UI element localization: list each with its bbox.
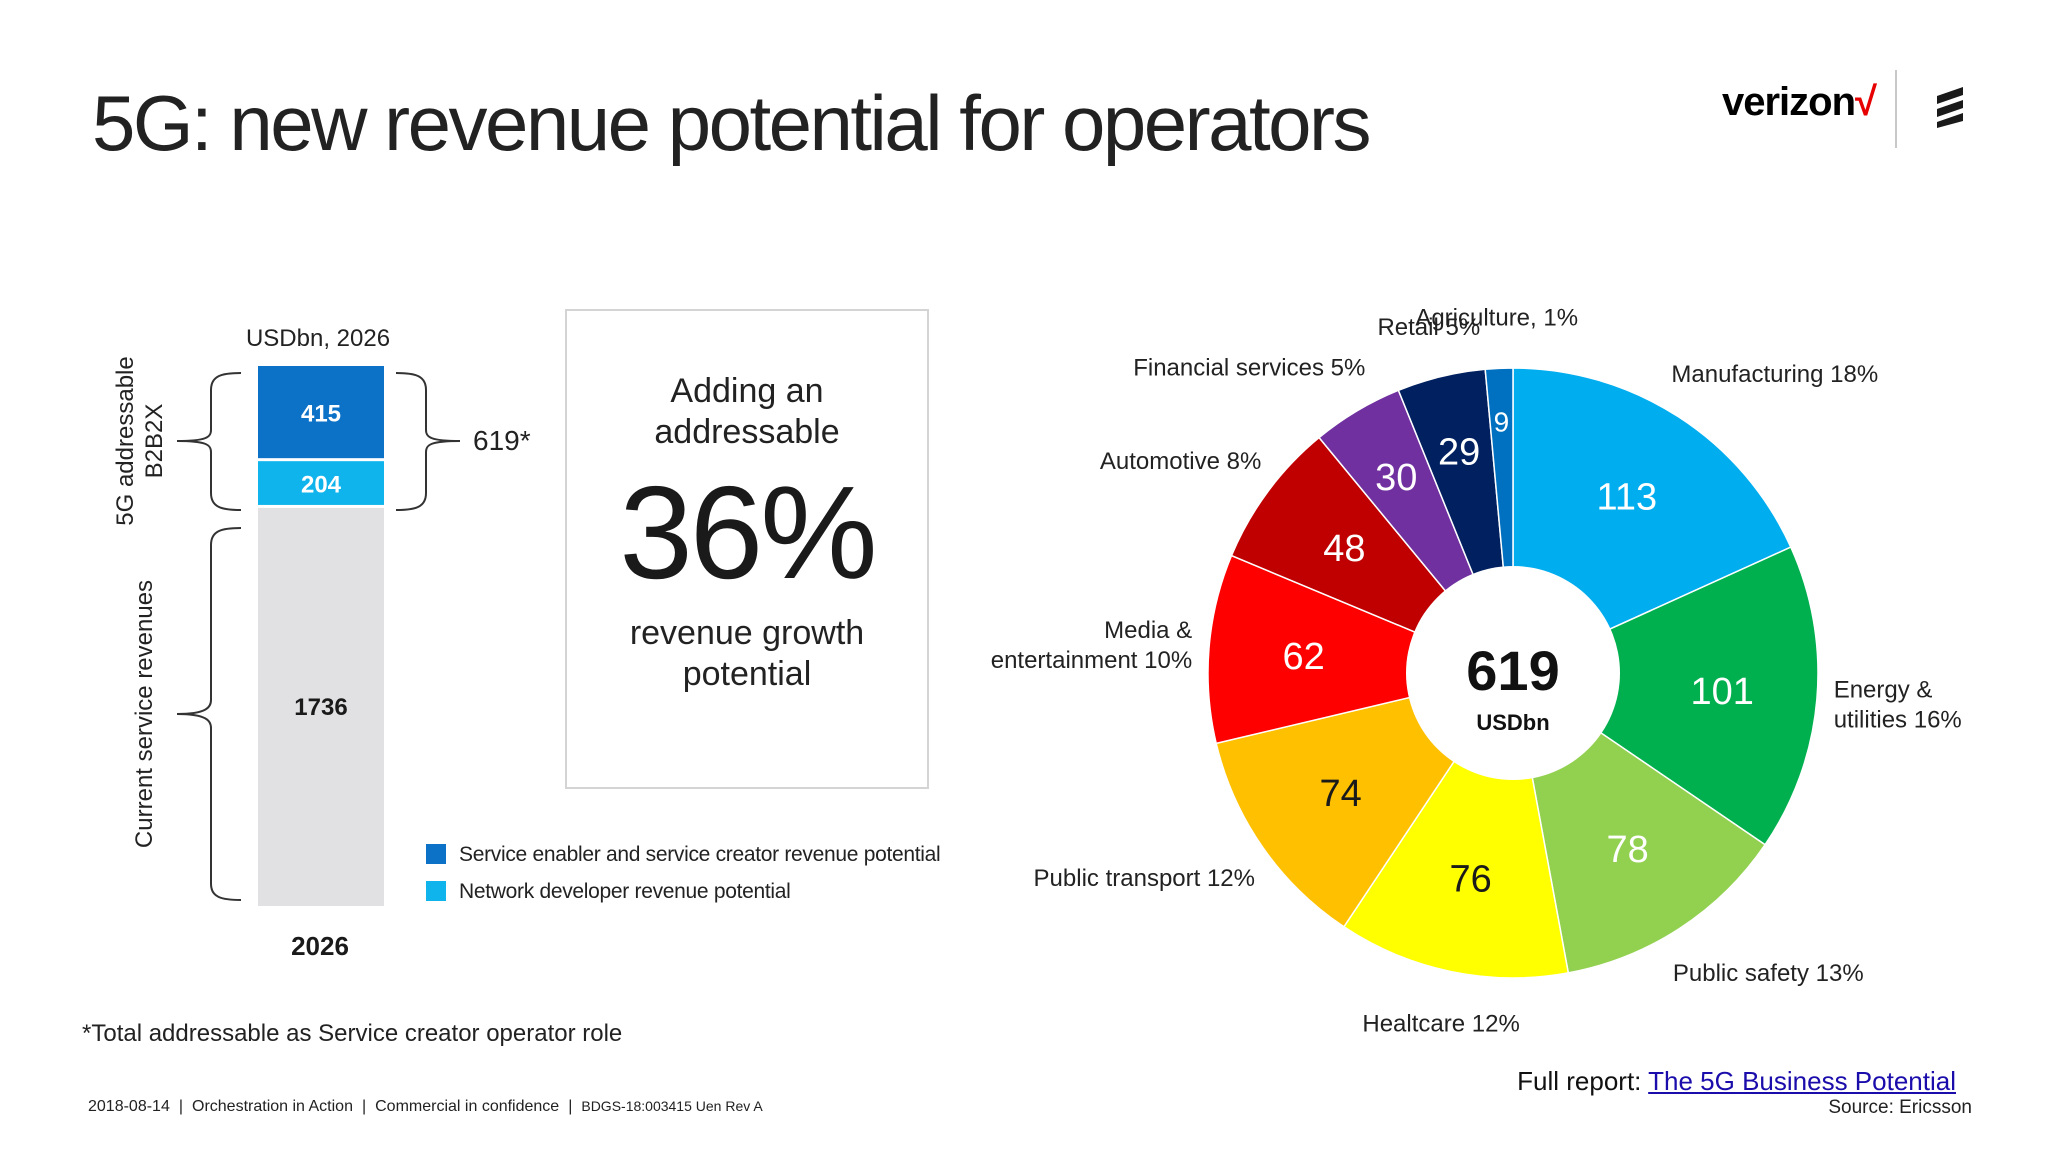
donut-value-label: 101 <box>1690 671 1753 713</box>
bar-chart-title: USDbn, 2026 <box>246 325 390 352</box>
donut-category-label: entertainment 10% <box>991 647 1192 674</box>
stacked-bar-chart: USDbn, 2026 1736 204 415 2026 5G address… <box>112 325 531 961</box>
bar-category-label: 2026 <box>291 931 349 961</box>
donut-category-label: Automotive 8% <box>1100 448 1261 475</box>
bracket-addressable <box>176 372 242 511</box>
callout-intro-line-2: addressable <box>654 413 840 451</box>
verizon-logo: verizon√ <box>1722 80 1877 125</box>
donut-slice <box>1511 546 1819 846</box>
donut-value-label: 48 <box>1323 528 1365 570</box>
donut-center-hole <box>1406 566 1620 780</box>
donut-value-label: 76 <box>1450 859 1492 901</box>
donut-category-label: Financial services 5% <box>1133 354 1365 381</box>
legend-item-network-developer: Network developer revenue potential <box>426 880 791 904</box>
legend-item-service-enabler: Service enabler and service creator reve… <box>426 843 941 867</box>
full-report-link[interactable]: The 5G Business Potential <box>1648 1066 1956 1096</box>
footer-separator: | <box>178 1098 183 1115</box>
callout-percent: 36% <box>619 459 877 606</box>
callout-intro: Adding an addressable <box>567 371 927 453</box>
legend-label-service-enabler: Service enabler and service creator reve… <box>459 843 941 866</box>
bar-value-current: 1736 <box>294 694 347 721</box>
donut-category-label: Manufacturing 18% <box>1671 361 1878 388</box>
footer-separator: | <box>361 1098 367 1115</box>
donut-value-label: 78 <box>1607 829 1649 871</box>
footer-date: 2018-08-14 <box>88 1098 170 1115</box>
verizon-logo-text: verizon <box>1722 80 1856 124</box>
bracket-current <box>176 527 242 901</box>
verizon-check-icon: √ <box>1855 80 1877 124</box>
donut-value-label: 9 <box>1494 406 1510 437</box>
full-report-line: Full report: The 5G Business Potential <box>1517 1066 1956 1097</box>
ericsson-logo-icon <box>1937 87 1963 128</box>
donut-category-label: Agriculture, 1% <box>1415 304 1578 331</box>
donut-value-label: 62 <box>1283 636 1325 678</box>
donut-category-label: Public safety 13% <box>1673 960 1864 987</box>
donut-value-label: 113 <box>1597 477 1658 519</box>
growth-callout-box: Adding an addressable 36% revenue growth… <box>565 309 929 789</box>
bar-segment-network-developer <box>258 461 384 505</box>
bracket-addressable-label-1: 5G addressable <box>112 356 139 525</box>
footer-document-code: BDGS-18:003415 Uen Rev A <box>581 1098 763 1114</box>
donut-value-label: 30 <box>1375 457 1417 499</box>
total-addressable-label: 619* <box>473 425 531 456</box>
donut-category-label: Retail 5% <box>1377 314 1480 341</box>
callout-caption-line-2: potential <box>682 655 812 693</box>
legend-swatch-service-enabler <box>426 844 446 864</box>
donut-category-label: utilities 16% <box>1834 707 1962 734</box>
legend-swatch-network-developer <box>426 881 446 901</box>
donut-slice <box>1207 554 1516 745</box>
donut-category-label: Energy & <box>1834 677 1933 704</box>
bar-value-service-enabler: 415 <box>301 401 341 428</box>
callout-caption-line-1: revenue growth <box>629 614 865 652</box>
bracket-total <box>395 372 461 511</box>
bracket-addressable-label-2: B2B2X <box>141 404 168 479</box>
callout-intro-line-1: Adding an <box>670 372 824 410</box>
callout-caption: revenue growth potential <box>567 613 927 695</box>
bracket-current-label: Current service revenues <box>131 580 158 848</box>
footer: 2018-08-14 | Orchestration in Action | Comme… <box>88 1098 763 1116</box>
donut-center-unit: USDbn <box>1476 710 1549 735</box>
bar-value-network-developer: 204 <box>301 472 342 499</box>
donut-center-value: 619 <box>1466 639 1559 702</box>
bar-segment-current <box>258 507 384 906</box>
footer-separator: | <box>568 1098 573 1115</box>
footer-classification: Commercial in confidence <box>375 1098 560 1115</box>
bar-segment-service-enabler <box>258 366 384 459</box>
legend-label-network-developer: Network developer revenue potential <box>459 880 791 903</box>
footnote: *Total addressable as Service creator op… <box>82 1020 623 1047</box>
donut-value-label: 74 <box>1319 773 1361 815</box>
donut-category-labels: Manufacturing 18% Energy & utilities 16% Pu… <box>991 304 1962 1037</box>
donut-category-label: Healtcare 12% <box>1362 1011 1519 1038</box>
donut-category-label: Public transport 12% <box>1034 865 1255 892</box>
source-note: Source: Ericsson <box>1828 1097 1972 1118</box>
donut-category-label: Media & <box>1104 617 1192 644</box>
full-report-prefix: Full report: <box>1517 1066 1649 1096</box>
donut-value-label: 29 <box>1438 431 1480 473</box>
page-title: 5G: new revenue potential for operators <box>92 79 1371 167</box>
logo-divider <box>1895 70 1897 148</box>
footer-event: Orchestration in Action <box>192 1098 353 1115</box>
